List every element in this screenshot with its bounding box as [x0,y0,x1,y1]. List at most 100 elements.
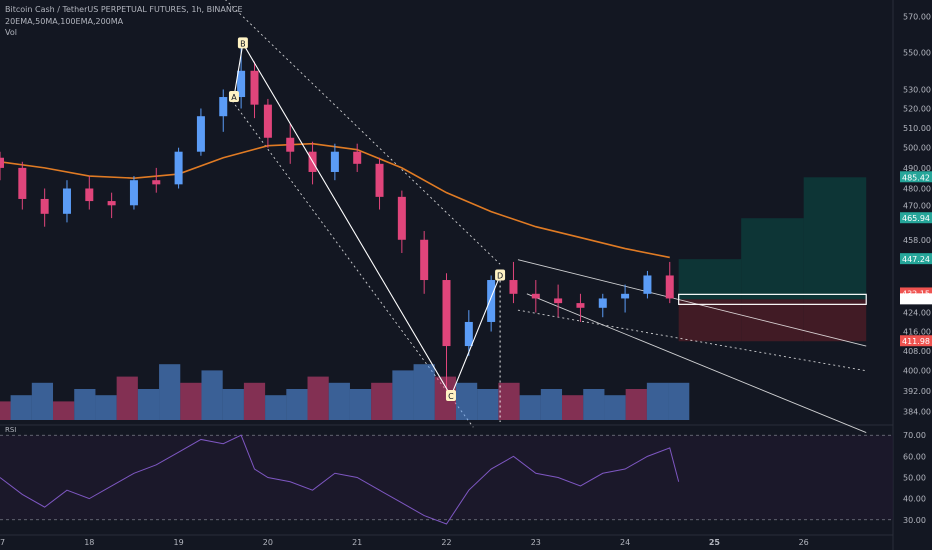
stop-zone-1 [678,299,742,342]
harmonic-point-label: D [497,271,503,280]
price-tick-label: 424.00 [903,308,931,317]
volume-bar [307,376,329,420]
price-tick-label: 520.00 [903,104,931,113]
candle-body [487,280,496,322]
candle-body [397,196,406,240]
candle-body [40,198,49,214]
rsi-tick-label: 60.00 [903,452,926,461]
price-tag-text: 411.98 [902,337,930,346]
time-tick-label: 26 [799,538,809,547]
price-tag-485.42: 485.42 [900,171,932,183]
price-tick-label: 500.00 [903,144,931,153]
price-tick-label: 408.00 [903,347,931,356]
price-tick-label: 480.00 [903,184,931,193]
time-tick-label: 25 [709,538,721,547]
channel-line-1 [225,0,501,265]
volume-bar [604,395,626,420]
rsi-line [0,434,680,525]
volume-bar [74,389,96,420]
channel-line-4 [526,293,867,433]
rsi-tick-label: 30.00 [903,516,926,525]
price-tag-411.98: 411.98 [900,335,932,347]
symbol-legend[interactable]: Bitcoin Cash / TetherUS PERPETUAL FUTURE… [5,5,243,14]
candle-body [375,163,384,197]
candle-body [174,151,183,185]
candle-body [665,275,674,299]
candle-body [62,188,71,214]
candle-body [554,298,563,304]
candle-body [442,280,451,347]
volume-bar [392,370,414,420]
harmonic-point-d: D [495,269,506,281]
harmonic-pattern-line [233,41,501,398]
candle-body [531,293,540,299]
volume-bar [625,389,647,420]
volume-bar [562,395,584,420]
volume-bar [540,389,563,420]
price-tick-label: 550.00 [903,48,931,57]
candle-body [464,321,473,347]
volume-bar [222,389,244,420]
price-tick-label: 384.00 [903,408,931,417]
volume-bar [201,370,223,420]
candle-body [152,180,161,185]
volume-bar [498,382,520,420]
volume-bar [371,382,393,420]
volume-bar [265,395,287,420]
candle-body [0,157,4,168]
harmonic-point-label: A [231,93,237,102]
candle-body [237,70,246,98]
indicators-legend[interactable]: 20EMA,50MA,100EMA,200MA [5,17,124,26]
target-zone-1 [678,259,742,300]
volume-bar [434,376,456,420]
candle-body [330,151,339,172]
rsi-tick-label: 40.00 [903,495,926,504]
candle-body [420,239,429,281]
target-zone-2 [741,218,804,300]
harmonic-point-c: C [445,390,456,402]
candle-body [263,104,272,138]
volume-bar [159,364,181,420]
time-tick-label: 22 [441,538,451,547]
time-tick-label: 20 [263,538,273,547]
time-tick-label: 18 [84,538,94,547]
price-tag-text: 447.24 [902,255,930,264]
volume-bar [477,389,499,420]
volume-bar [519,395,541,420]
candle-body [576,303,585,308]
candle-body [598,298,607,308]
time-tick-label: 17 [0,538,5,547]
volume-bar [53,401,75,420]
volume-bar [95,395,117,420]
rsi-legend[interactable]: RSI [5,426,17,434]
price-tick-label: 530.00 [903,85,931,94]
candle-body [621,293,630,299]
candle-body [85,188,94,202]
candle-body [643,275,652,294]
volume-bar [646,382,669,420]
price-tag-text: 485.42 [902,173,930,182]
price-tag-447.24: 447.24 [900,253,932,265]
candle-body [196,116,205,152]
rsi-tick-label: 70.00 [903,431,926,440]
price-tag-text: 429.61 [902,295,930,304]
volume-legend[interactable]: Vol [5,28,17,37]
time-tick-label: 23 [531,538,541,547]
candle-body [129,180,138,206]
harmonic-point-b: B [237,37,248,49]
channel-line-3 [517,259,867,347]
time-tick-label: 24 [620,538,630,547]
candle-body [353,151,362,164]
price-tag-text: 465.94 [902,214,930,223]
candle-body [250,70,259,105]
candle-body [509,280,518,294]
volume-bar [137,389,160,420]
stop-zone-3 [803,299,867,342]
volume-bar [243,382,266,420]
volume-bar [328,382,350,420]
harmonic-point-a: A [228,91,239,103]
volume-bar [349,389,372,420]
time-tick-label: 21 [352,538,362,547]
